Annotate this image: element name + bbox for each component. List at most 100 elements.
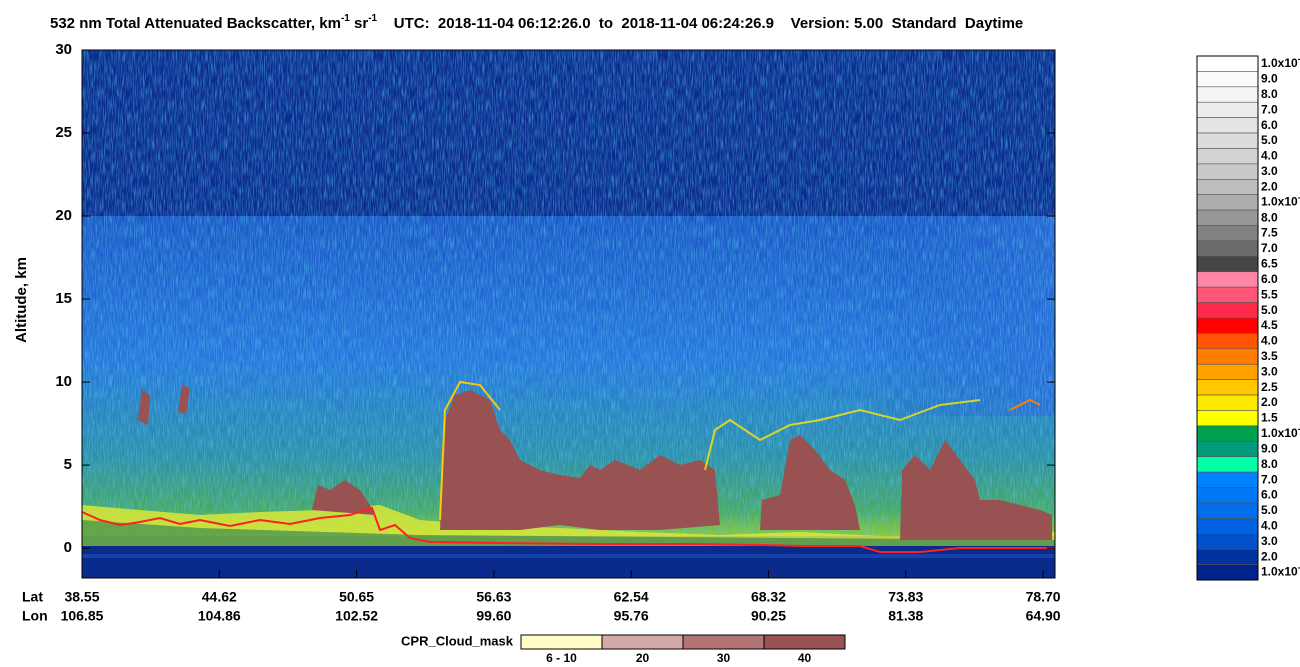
- colorbar-label: 2.0: [1261, 179, 1278, 193]
- title-segment: 532 nm Total Attenuated Backscatter, km: [50, 15, 341, 32]
- x-tick-label: 90.25: [751, 608, 786, 624]
- colorbar-swatch: [1196, 256, 1259, 273]
- colorbar-label: 5.0: [1261, 303, 1278, 317]
- colorbar-label: 9.0: [1261, 441, 1278, 455]
- cloud: [440, 390, 720, 530]
- subsurface-streak: [82, 554, 1055, 558]
- x-tick-label: 99.60: [476, 608, 511, 624]
- colorbar-swatch: [1196, 286, 1259, 303]
- colorbar-label: 8.0: [1261, 457, 1278, 471]
- colorbar-label-exp: -2: [1298, 193, 1300, 203]
- colorbar-swatch: [1196, 440, 1259, 458]
- legend-swatch: [601, 634, 684, 650]
- colorbar-label: 4.0: [1261, 334, 1278, 348]
- cloud: [312, 480, 375, 515]
- colorbar-swatch: [1196, 225, 1259, 242]
- colorbar-label: 4.0: [1261, 149, 1278, 163]
- colorbar-label: 7.0: [1261, 472, 1278, 486]
- x-tick-label: 81.38: [888, 608, 923, 624]
- colorbar-label: 2.0: [1261, 549, 1278, 563]
- x-row-name: Lat: [22, 589, 43, 605]
- cloud: [760, 435, 860, 530]
- x-row-name: Lon: [22, 608, 48, 624]
- x-tick-label: 64.90: [1026, 608, 1061, 624]
- colorbar-swatch: [1196, 194, 1259, 211]
- colorbar-label: 6.5: [1261, 257, 1278, 271]
- colorbar-swatch: [1196, 178, 1259, 196]
- colorbar-swatch: [1196, 564, 1259, 581]
- x-tick-label: 56.63: [476, 589, 511, 605]
- colorbar-swatch: [1196, 348, 1259, 365]
- colorbar-label: 3.5: [1261, 349, 1278, 363]
- colorbar-label-base: 1.0x10: [1261, 426, 1298, 440]
- colorbar-label: 5.5: [1261, 287, 1278, 301]
- colorbar-swatch: [1196, 71, 1259, 88]
- colorbar-swatch: [1196, 410, 1259, 427]
- colorbar-swatch: [1196, 55, 1259, 72]
- x-tick-label: 106.85: [61, 608, 104, 624]
- legend-label: 40: [798, 651, 812, 665]
- x-tick-label: 62.54: [614, 589, 649, 605]
- colorbar-swatch: [1196, 533, 1259, 550]
- colorbar: 1.0x10-19.08.07.06.05.04.03.02.01.0x10-2…: [1196, 54, 1300, 581]
- x-tick-label: 102.52: [335, 608, 378, 624]
- legend-swatch: [682, 634, 765, 650]
- colorbar-label: 1.0x10-4: [1261, 562, 1300, 578]
- title-text: 532 nm Total Attenuated Backscatter, km-…: [50, 13, 1023, 32]
- surface-line: [81, 506, 1055, 553]
- legend-title: CPR_Cloud_mask: [401, 633, 514, 648]
- colorbar-label: 1.0x10-1: [1261, 54, 1300, 70]
- title-superscript: -1: [341, 13, 350, 24]
- chart-title: 532 nm Total Attenuated Backscatter, km-…: [50, 13, 1023, 32]
- colorbar-swatch: [1196, 117, 1259, 134]
- title-segment: sr: [350, 15, 369, 32]
- colorbar-swatch: [1196, 163, 1259, 180]
- legend-label: 20: [636, 651, 650, 665]
- cloud: [178, 385, 190, 414]
- colorbar-swatch: [1196, 471, 1259, 488]
- colorbar-label: 4.0: [1261, 519, 1278, 533]
- plot-frame: [81, 49, 1056, 579]
- y-tick-label: 20: [55, 207, 72, 224]
- colorbar-label: 7.0: [1261, 102, 1278, 116]
- colorbar-swatch: [1196, 518, 1259, 535]
- colorbar-swatch: [1196, 101, 1259, 118]
- colorbar-swatch: [1196, 148, 1259, 165]
- colorbar-label: 6.0: [1261, 118, 1278, 132]
- colorbar-label: 1.5: [1261, 411, 1278, 425]
- colorbar-label-exp: -1: [1298, 54, 1300, 64]
- colorbar-label: 2.0: [1261, 395, 1278, 409]
- colorbar-swatch: [1196, 302, 1259, 319]
- y-axis-label: Altitude, km: [13, 257, 30, 343]
- colorbar-label: 3.0: [1261, 164, 1278, 178]
- colorbar-swatch: [1196, 379, 1259, 396]
- colorbar-label: 6.0: [1261, 272, 1278, 286]
- colorbar-label: 2.5: [1261, 380, 1278, 394]
- title-segment: UTC: 2018-11-04 06:12:26.0 to 2018-11-04…: [377, 15, 1023, 32]
- colorbar-swatch: [1196, 317, 1259, 334]
- cloud-mask-legend: CPR_Cloud_mask 6 - 10 20 30 40: [401, 633, 846, 665]
- x-tick-label: 78.70: [1026, 589, 1061, 605]
- colorbar-swatch: [1196, 456, 1259, 473]
- colorbar-swatch: [1196, 363, 1259, 380]
- colorbar-label-base: 1.0x10: [1261, 56, 1298, 70]
- x-tick-label: 68.32: [751, 589, 786, 605]
- colorbar-label: 8.0: [1261, 210, 1278, 224]
- colorbar-label-exp: -3: [1298, 424, 1300, 434]
- x-tick-label: 50.65: [339, 589, 374, 605]
- cloud-edge: [439, 380, 501, 521]
- cloud-edge: [1009, 398, 1041, 411]
- colorbar-swatch: [1196, 333, 1259, 350]
- x-tick-label: 73.83: [888, 589, 923, 605]
- colorbar-swatch: [1196, 425, 1259, 442]
- colorbar-label-base: 1.0x10: [1261, 565, 1298, 579]
- colorbar-label: 7.5: [1261, 226, 1278, 240]
- y-tick-label: 10: [55, 373, 72, 390]
- y-tick-label: 5: [64, 456, 72, 473]
- colorbar-label: 5.0: [1261, 133, 1278, 147]
- colorbar-label: 9.0: [1261, 72, 1278, 86]
- colorbar-swatch: [1196, 271, 1259, 288]
- colorbar-label: 3.0: [1261, 534, 1278, 548]
